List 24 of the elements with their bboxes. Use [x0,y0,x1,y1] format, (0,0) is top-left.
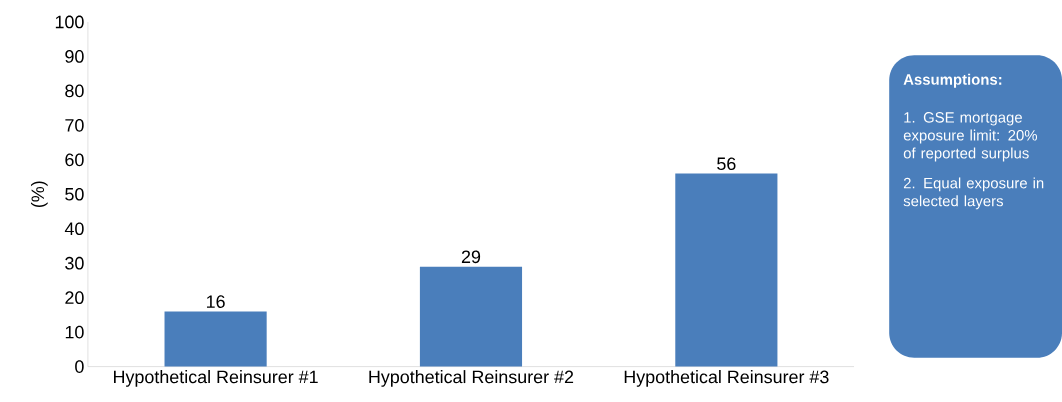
x-tick-label: Hypothetical Reinsurer #3 [624,370,829,388]
text: 2. Equal exposure in selected layers [903,177,1044,210]
data-label: 29 [461,250,481,264]
data-label: 56 [717,157,736,171]
y-tick-label: 50 [65,188,84,201]
bar [164,311,267,367]
y-tick-label: 10 [65,325,84,339]
y-axis-title: (%) [30,181,48,208]
y-tick-label: 90 [65,50,84,63]
x-tick-label: Hypothetical Reinsurer #1 [114,370,318,388]
x-tick-label: Hypothetical Reinsurer #2 [369,370,574,388]
y-tick-label: 30 [65,257,84,270]
text: 1. GSE mortgage exposure limit: 20% of reported surplus [903,112,1038,162]
data-label: 16 [206,295,225,309]
y-tick-label: 100 [55,15,84,29]
y-tick-label: 20 [65,291,84,305]
y-tick-label: 0 [75,360,84,374]
text: Assumptions: [903,74,1002,88]
y-tick-label: 60 [65,153,84,167]
bar [419,266,523,367]
y-tick-label: 80 [65,84,84,98]
y-tick-label: 70 [65,119,84,132]
bar [675,173,778,367]
y-tick-label: 40 [64,222,84,236]
